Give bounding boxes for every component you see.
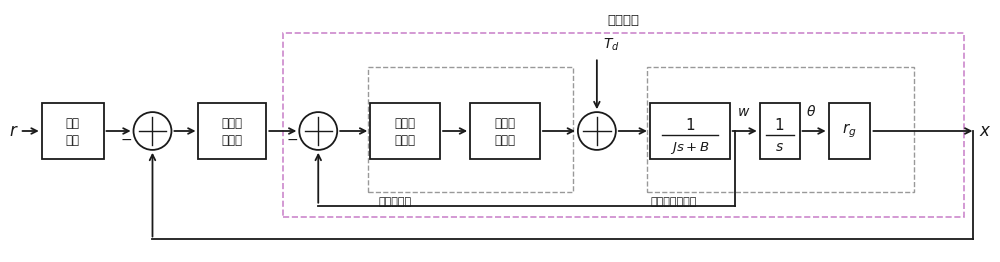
Text: 控制器: 控制器 — [494, 134, 515, 148]
Text: 电机及传动模块: 电机及传动模块 — [651, 197, 697, 207]
Text: 位置环: 位置环 — [222, 117, 243, 129]
Bar — [650, 103, 730, 159]
Text: 被控对象: 被控对象 — [608, 14, 640, 26]
Bar — [760, 103, 800, 159]
Circle shape — [299, 112, 337, 150]
Bar — [368, 67, 573, 192]
Bar — [198, 103, 266, 159]
Bar — [283, 32, 964, 217]
Text: $s$: $s$ — [775, 140, 784, 154]
Bar — [42, 103, 104, 159]
Text: 第二控制器: 第二控制器 — [378, 197, 411, 207]
Text: 生成: 生成 — [66, 134, 80, 148]
Text: $x$: $x$ — [979, 122, 992, 140]
Text: 轨迹: 轨迹 — [66, 117, 80, 129]
Text: $w$: $w$ — [737, 105, 750, 119]
Text: 控制器: 控制器 — [222, 134, 243, 148]
Circle shape — [134, 112, 171, 150]
Text: 电流环: 电流环 — [494, 117, 515, 129]
Bar — [470, 103, 540, 159]
Text: $r_g$: $r_g$ — [842, 122, 857, 140]
Text: $Js+B$: $Js+B$ — [670, 140, 710, 156]
Text: $r$: $r$ — [9, 122, 19, 140]
Text: 控制器: 控制器 — [395, 134, 416, 148]
Text: −: − — [121, 133, 132, 147]
Bar — [647, 67, 914, 192]
Bar — [829, 103, 870, 159]
Text: 1: 1 — [775, 118, 784, 133]
Text: 速度环: 速度环 — [395, 117, 416, 129]
Circle shape — [578, 112, 616, 150]
Text: $\theta$: $\theta$ — [806, 104, 816, 119]
Bar — [370, 103, 440, 159]
Text: $T_d$: $T_d$ — [603, 37, 620, 53]
Text: 1: 1 — [685, 118, 695, 133]
Text: −: − — [286, 133, 298, 147]
